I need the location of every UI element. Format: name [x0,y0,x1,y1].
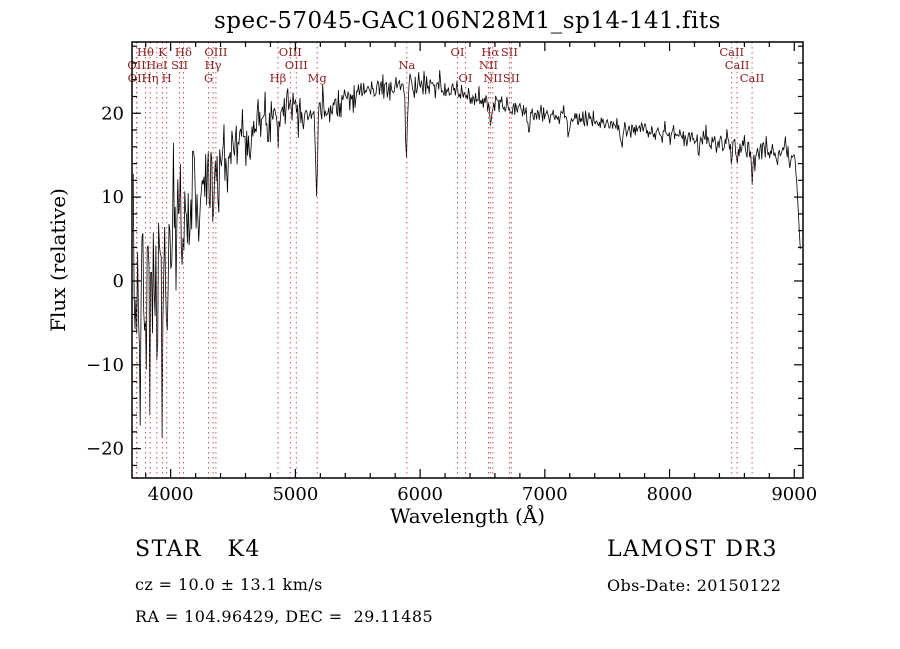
x-tick-label: 5000 [272,484,318,505]
spectral-line-label: CaII [740,71,765,85]
spectral-line-label: HeI [146,58,167,72]
spectral-line-label: NII [479,58,498,72]
spectral-line-label: Hβ [270,71,287,85]
spectral-line-label: OIII [285,58,308,72]
spectral-line-label: G [204,71,213,85]
spectral-line-label: Hα [481,45,499,59]
obs-date-label: Obs-Date: 20150122 [607,576,782,595]
survey-label: LAMOST DR3 [607,537,778,562]
spectral-line-label: OI [451,45,465,59]
spectral-line-label: Hη [142,71,159,85]
spectral-line-label: Hθ [137,45,154,59]
spectral-line-label: CaII [719,45,744,59]
x-axis-label: Wavelength (Å) [389,504,546,528]
spectral-line-label: OII [127,58,146,72]
spectral-line-label: Hγ [205,58,222,72]
spectrum-line [132,70,801,438]
coordinates-label: RA = 104.96429, DEC = 29.11485 [135,607,434,626]
spectral-line-label: SII [501,45,518,59]
x-tick-label: 9000 [771,484,817,505]
y-axis-label: Flux (relative) [46,188,70,332]
spectral-line-labels: OIIOIIHθHηHeIKHSIIHδGHγOIIIHβOIIIOIIIMgN… [127,45,764,85]
y-tick-label: −20 [86,439,124,460]
y-tick-label: 10 [101,187,124,208]
x-tick-label: 7000 [522,484,568,505]
x-tick-label: 8000 [647,484,693,505]
spectral-line-label: OIII [204,45,227,59]
spectrum-line-group [132,70,801,438]
spectral-line-label: CaII [725,58,750,72]
spectral-line-label: Hδ [175,45,192,59]
spectral-line-label: OIII [279,45,302,59]
y-tick-label: 20 [101,103,124,124]
x-tick-label: 4000 [148,484,194,505]
spectral-line-label: K [158,45,167,59]
axis-box [131,41,804,479]
plot-frame: 4000 5000 6000 7000 8000 9000 −20 −10 0 10 20 [86,41,817,505]
spectral-line-markers [136,42,753,478]
spectral-line-label: Na [398,58,415,72]
object-class-label: STAR K4 [135,537,261,562]
spectral-line-label: SII [171,58,188,72]
cz-value-label: cz = 10.0 ± 13.1 km/s [135,575,323,594]
spectral-line-label: Mg [308,71,328,85]
spectral-line-label: SII [503,71,520,85]
spectral-line-label: H [162,71,172,85]
x-tick-label: 6000 [397,484,443,505]
y-tick-label: 0 [113,271,124,292]
plot-title: spec-57045-GAC106N28M1_sp14-141.fits [214,8,721,34]
spectral-line-label: NII [483,71,502,85]
spectral-line-label: OI [459,71,473,85]
y-tick-label: −10 [86,355,124,376]
